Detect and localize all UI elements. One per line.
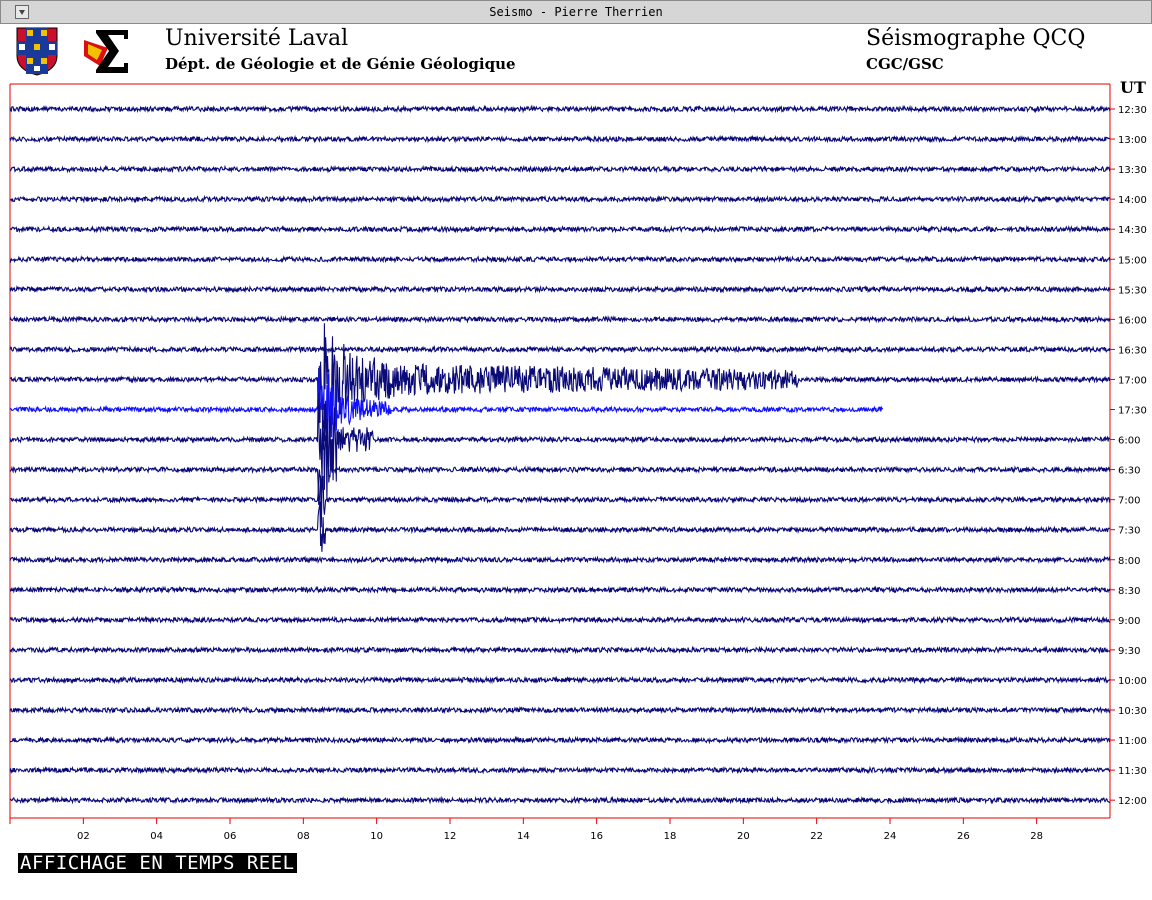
window-titlebar: Seismo - Pierre Therrien — [0, 0, 1152, 24]
sigma-logo-icon — [84, 30, 128, 73]
row-time-label: 9:30 — [1118, 646, 1140, 657]
seismogram-trace-row — [9, 104, 1111, 114]
row-time-label: 9:00 — [1118, 616, 1140, 627]
seismogram-trace-row — [10, 585, 1111, 595]
x-tick-label: 22 — [810, 831, 823, 842]
seismogram-trace-row — [9, 765, 1111, 775]
row-time-label: 15:00 — [1118, 255, 1147, 266]
x-tick-label: 14 — [517, 831, 530, 842]
university-crest-icon — [16, 27, 58, 76]
timezone-label: UT — [1120, 78, 1146, 97]
row-time-label: 12:00 — [1118, 796, 1147, 807]
row-time-label: 8:00 — [1118, 556, 1140, 567]
x-tick-label: 20 — [737, 831, 750, 842]
x-tick-label: 02 — [77, 831, 90, 842]
seismogram-trace-row — [9, 314, 1111, 324]
seismogram-trace-row — [9, 735, 1111, 745]
seismogram-trace-row — [9, 705, 1111, 715]
seismogram-trace-row — [9, 284, 1110, 294]
row-time-label: 14:00 — [1118, 195, 1147, 206]
row-time-label: 16:00 — [1118, 315, 1147, 326]
seismogram-trace-row — [9, 615, 1111, 625]
seismogram-trace-row — [9, 555, 1111, 565]
seismogram-trace-row — [9, 224, 1111, 234]
row-time-label: 10:30 — [1118, 706, 1147, 717]
chevron-down-icon — [19, 10, 25, 15]
row-time-label: 13:30 — [1118, 165, 1147, 176]
seismogram-trace-row — [9, 194, 1111, 204]
seismogram-trace-row — [9, 501, 1111, 552]
row-time-label: 17:00 — [1118, 375, 1147, 386]
seismogram-trace-row — [9, 365, 884, 458]
row-time-label: 7:00 — [1118, 496, 1140, 507]
row-time-label: 12:30 — [1118, 105, 1147, 116]
seismogram-trace-row — [9, 675, 1111, 685]
row-time-label: 11:30 — [1118, 766, 1147, 777]
row-time-label: 10:00 — [1118, 676, 1147, 687]
university-name: Université Laval — [165, 26, 349, 51]
seismogram-trace-row — [9, 255, 1111, 264]
department-name: Dépt. de Géologie et de Génie Géologique — [165, 55, 516, 73]
row-time-label: 8:30 — [1118, 586, 1140, 597]
row-time-label: 11:00 — [1118, 736, 1147, 747]
realtime-status-label: AFFICHAGE EN TEMPS REEL — [18, 852, 297, 874]
x-tick-label: 16 — [590, 831, 603, 842]
x-tick-label: 10 — [370, 831, 383, 842]
x-tick-label: 24 — [884, 831, 897, 842]
seismogram-trace-row — [9, 399, 1111, 482]
station-title: Séismographe QCQ — [866, 26, 1086, 51]
seismogram-trace-row — [9, 795, 1111, 805]
seismogram-trace-row — [9, 469, 1111, 528]
row-time-label: 7:30 — [1118, 526, 1140, 537]
row-time-label: 6:00 — [1118, 436, 1140, 447]
seismogram-trace-row — [9, 164, 1111, 174]
seismogram-trace-row — [9, 134, 1111, 144]
row-time-label: 13:00 — [1118, 135, 1147, 146]
x-tick-label: 06 — [224, 831, 237, 842]
x-tick-label: 28 — [1030, 831, 1043, 842]
row-time-label: 16:30 — [1118, 345, 1147, 356]
seismogram-trace-row — [9, 645, 1111, 655]
window-title: Seismo - Pierre Therrien — [489, 5, 663, 19]
row-time-label: 17:30 — [1118, 406, 1147, 417]
seismogram-trace-row — [9, 432, 1111, 505]
seismogram-trace-row — [9, 345, 1111, 354]
x-tick-label: 18 — [664, 831, 677, 842]
x-tick-label: 26 — [957, 831, 970, 842]
row-time-label: 15:30 — [1118, 285, 1147, 296]
x-tick-label: 08 — [297, 831, 310, 842]
row-time-label: 14:30 — [1118, 225, 1147, 236]
seismogram-trace-row — [9, 323, 1111, 438]
agency-name: CGC/GSC — [866, 55, 944, 73]
x-tick-label: 04 — [150, 831, 163, 842]
window-menu-button[interactable] — [15, 5, 29, 19]
x-tick-label: 12 — [444, 831, 457, 842]
row-time-label: 6:30 — [1118, 466, 1140, 477]
